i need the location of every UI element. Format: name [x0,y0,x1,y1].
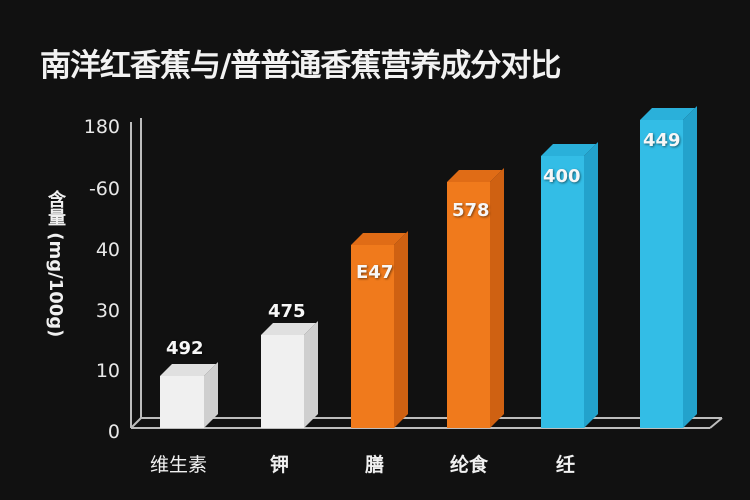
bar-vit-b [541,142,598,428]
x-label: 纴 [556,454,576,476]
y-tick: 180 [83,116,120,138]
x-label: 膳 [365,454,385,476]
bar-sixth [640,106,697,428]
y-tick: 40 [95,239,120,261]
x-label: 维生素 [150,454,208,476]
chart-title: 南洋红香蕉与/普普通香蕉营养成分对比 [40,48,561,84]
y-tick: -60 [88,178,120,200]
y-tick: 0 [107,421,120,443]
bar-value-label: E47 [356,262,394,283]
bar-vitamin [160,362,218,428]
y-tick: 30 [95,300,120,322]
bar-potassium [261,321,318,428]
x-label: 纶食 [450,454,489,476]
bar-value-label: 492 [166,338,204,359]
bar-value-label: 578 [452,200,490,221]
x-label: 钾 [270,454,290,476]
bar-dietary [447,168,504,428]
y-tick: 10 [95,360,120,382]
bar-value-label: 449 [643,130,681,151]
bar-fiber [351,231,408,428]
bar-value-label: 400 [543,166,581,187]
y-axis-label: 含量 (mg/100g) [45,190,66,338]
bar-value-label: 475 [268,301,306,322]
